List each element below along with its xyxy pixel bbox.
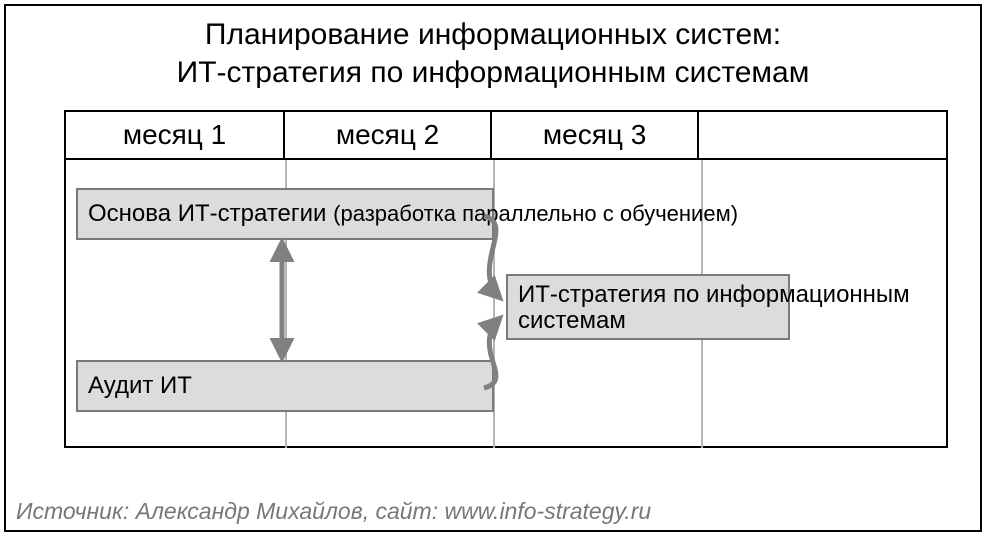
timeline-col-4	[699, 112, 946, 158]
gantt-bar-audit-label: Аудит ИТ	[88, 372, 192, 400]
gantt-bar-strategy: ИТ-стратегия по информационнымсистемам	[506, 274, 790, 340]
diagram-frame: Планирование информационных систем: ИТ-с…	[4, 4, 982, 532]
gantt-bar-basis: Основа ИТ-стратегии (разработка параллел…	[76, 188, 494, 240]
title-block: Планирование информационных систем: ИТ-с…	[6, 6, 980, 91]
timeline-col-3: месяц 3	[492, 112, 699, 158]
source-citation: Источник: Александр Михайлов, сайт: www.…	[16, 498, 651, 525]
title-line-2: ИТ-стратегия по информационным системам	[6, 54, 980, 92]
title-line-1: Планирование информационных систем:	[6, 16, 980, 54]
source-text: Источник: Александр Михайлов, сайт: www.…	[16, 498, 651, 524]
timeline-header: месяц 1месяц 2месяц 3	[66, 112, 946, 158]
gantt-bar-audit: Аудит ИТ	[76, 360, 494, 412]
timeline-col-1: месяц 1	[66, 112, 285, 158]
timeline-col-2: месяц 2	[285, 112, 492, 158]
